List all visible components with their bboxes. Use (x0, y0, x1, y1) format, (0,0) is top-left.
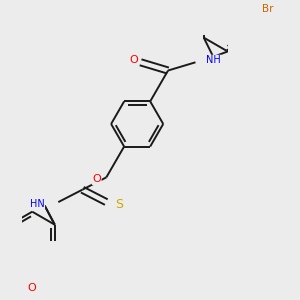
Text: NH: NH (206, 55, 221, 65)
Text: Br: Br (262, 4, 274, 14)
Text: O: O (92, 175, 101, 184)
Text: O: O (129, 55, 138, 65)
Text: S: S (115, 198, 123, 211)
Text: HN: HN (30, 199, 45, 209)
Text: O: O (28, 283, 37, 293)
